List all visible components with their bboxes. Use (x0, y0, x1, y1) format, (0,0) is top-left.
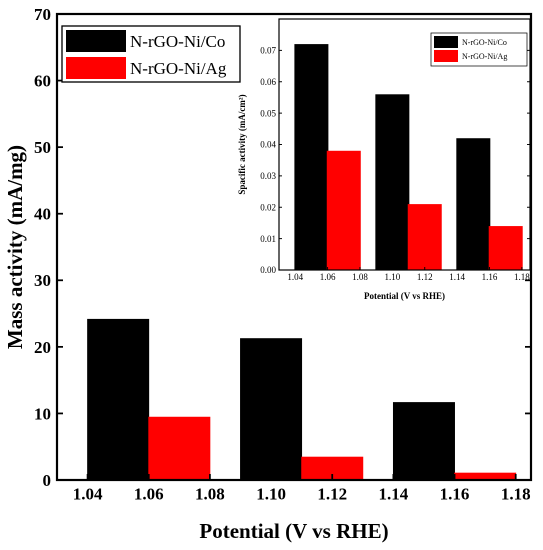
x-tick-label: 1.14 (449, 272, 465, 282)
legend-swatch-ni-co (66, 30, 126, 52)
x-tick-label: 1.08 (352, 272, 368, 282)
legend-swatch-ni-co (434, 36, 458, 48)
x-tick-label: 1.12 (417, 272, 433, 282)
bar-ni-ag-1 (301, 456, 364, 480)
y-tick-label: 30 (34, 271, 51, 290)
y-tick-label: 70 (34, 5, 51, 24)
y-tick-label: 0.05 (260, 108, 276, 118)
y-tick-label: 0.03 (260, 171, 276, 181)
y-tick-label: 0.04 (260, 140, 276, 150)
y-tick-label: 0.07 (260, 46, 276, 56)
inset-chart: 0.00 0.01 0.02 0.03 0.04 0.05 0.06 0.07 1.04 1.06… (237, 18, 531, 301)
bar-ni-ag-1 (407, 204, 442, 270)
legend-swatch-ni-ag (434, 50, 458, 62)
bar-ni-co-0 (294, 44, 329, 270)
x-tick-label: 1.14 (379, 485, 409, 504)
y-tick-label: 60 (34, 72, 51, 91)
legend-label-ni-co: N-rGO-Ni/Co (130, 32, 225, 51)
x-axis-title: Potential (V vs RHE) (364, 291, 445, 301)
y-tick-label: 0.00 (260, 265, 276, 275)
y-tick-label: 20 (34, 338, 51, 357)
y-tick-label: 0.06 (260, 77, 276, 87)
legend-label-ni-co: N-rGO-Ni/Co (462, 38, 507, 47)
bar-ni-co-1 (240, 338, 303, 480)
bar-ni-ag-0 (326, 150, 361, 270)
bar-ni-co-1 (375, 94, 410, 270)
y-axis-title: Mass activity (mA/mg) (3, 145, 27, 349)
plot-frame (55, 12, 533, 482)
x-tick-label: 1.16 (482, 272, 498, 282)
x-tick-label: 1.04 (287, 272, 303, 282)
x-tick-label: 1.10 (384, 272, 400, 282)
bar-ni-ag-2 (488, 226, 523, 270)
bar-ni-ag-2 (454, 472, 517, 480)
bar-ni-co-2 (456, 138, 491, 270)
x-tick-label: 1.16 (440, 485, 470, 504)
y-tick-label: 40 (34, 205, 51, 224)
y-tick-label: 0.02 (260, 202, 276, 212)
y-tick-label: 0 (43, 471, 52, 490)
bar-ni-co-2 (392, 402, 455, 480)
x-tick-label: 1.06 (134, 485, 164, 504)
x-tick-label: 1.04 (73, 485, 103, 504)
y-tick-label: 0.01 (260, 234, 276, 244)
x-tick-label: 1.08 (195, 485, 225, 504)
legend-label-ni-ag: N-rGO-Ni/Ag (130, 59, 227, 78)
legend-label-ni-ag: N-rGO-Ni/Ag (462, 52, 507, 61)
bar-ni-co-0 (87, 318, 150, 480)
x-tick-label: 1.10 (256, 485, 286, 504)
y-axis-title: Spacific activity (mA/cm²) (237, 94, 247, 194)
x-tick-label: 1.18 (514, 272, 530, 282)
x-tick-label: 1.06 (320, 272, 336, 282)
y-tick-label: 10 (34, 404, 51, 423)
x-tick-label: 1.12 (317, 485, 347, 504)
bar-ni-ag-0 (148, 416, 211, 480)
legend-swatch-ni-ag (66, 57, 126, 79)
x-axis-title: Potential (V vs RHE) (199, 519, 388, 543)
x-tick-label: 1.18 (501, 485, 531, 504)
y-tick-label: 50 (34, 138, 51, 157)
